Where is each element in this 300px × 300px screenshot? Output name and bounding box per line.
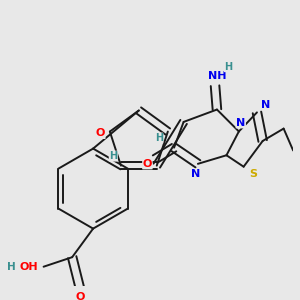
Text: H: H (155, 133, 163, 143)
Text: N: N (191, 169, 201, 179)
Text: OH: OH (19, 262, 38, 272)
Text: N: N (261, 100, 270, 110)
Text: H: H (7, 262, 16, 272)
Text: H: H (109, 151, 117, 161)
Text: O: O (75, 292, 85, 300)
Text: S: S (249, 169, 257, 179)
Text: H: H (224, 62, 232, 72)
Text: O: O (96, 128, 105, 139)
Text: N: N (236, 118, 245, 128)
Text: O: O (143, 159, 152, 169)
Text: NH: NH (208, 71, 226, 81)
